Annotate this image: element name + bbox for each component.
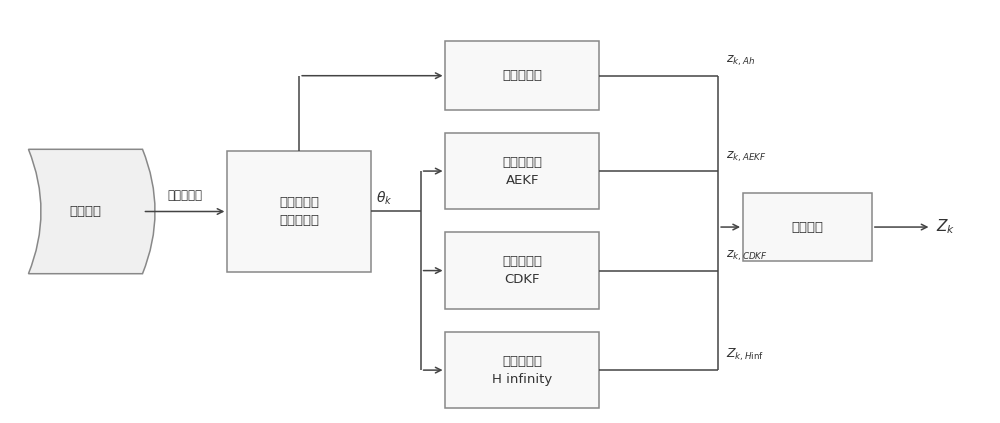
Text: $z_{k,CDKF}$: $z_{k,CDKF}$ — [726, 249, 768, 263]
Text: 状态观测器
AEKF: 状态观测器 AEKF — [502, 156, 542, 187]
FancyBboxPatch shape — [445, 41, 599, 110]
FancyBboxPatch shape — [445, 332, 599, 409]
Text: 电流，电压: 电流，电压 — [167, 190, 202, 202]
FancyBboxPatch shape — [227, 151, 371, 272]
PathPatch shape — [28, 149, 155, 274]
Text: $\theta_k$: $\theta_k$ — [376, 190, 392, 207]
Text: $Z_k$: $Z_k$ — [936, 218, 956, 236]
Text: $z_{k,AEKF}$: $z_{k,AEKF}$ — [726, 149, 767, 164]
FancyBboxPatch shape — [743, 193, 872, 261]
Text: $Z_{k,H\mathrm{inf}}$: $Z_{k,H\mathrm{inf}}$ — [726, 346, 764, 363]
Text: 状态观测器
H infinity: 状态观测器 H infinity — [492, 354, 552, 386]
Text: 状态观测器
CDKF: 状态观测器 CDKF — [502, 255, 542, 286]
Text: 加权计算: 加权计算 — [791, 220, 823, 233]
Text: 安时积分法: 安时积分法 — [502, 69, 542, 82]
FancyBboxPatch shape — [445, 133, 599, 209]
Text: 数据采样: 数据采样 — [69, 205, 101, 218]
Text: 建立动力电
池系统模型: 建立动力电 池系统模型 — [279, 196, 319, 227]
Text: $z_{k,Ah}$: $z_{k,Ah}$ — [726, 54, 755, 68]
FancyBboxPatch shape — [445, 232, 599, 309]
